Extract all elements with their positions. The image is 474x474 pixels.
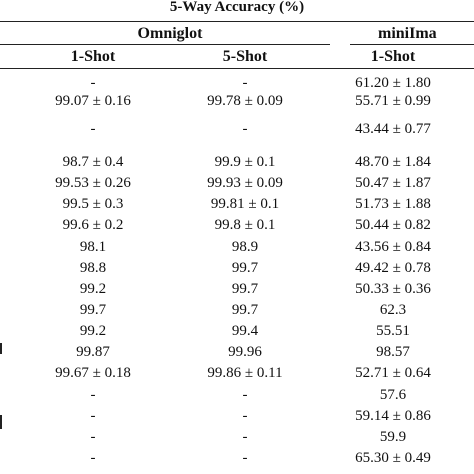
subheader-miniimagenet-1shot: 1-Shot <box>370 48 416 65</box>
cell-omniglot-5shot: 99.81 ± 0.1 <box>210 196 280 212</box>
header-rule <box>0 68 474 69</box>
cell-omniglot-1shot: - <box>90 75 96 91</box>
cell-omniglot-5shot: 99.7 <box>231 260 259 276</box>
subheader-omniglot-1shot: 1-Shot <box>70 48 116 65</box>
cell-miniimagenet-1shot: 61.20 ± 1.80 <box>355 75 431 91</box>
cell-omniglot-5shot: 99.78 ± 0.09 <box>207 93 283 109</box>
cell-omniglot-1shot: - <box>90 387 96 403</box>
cell-omniglot-5shot: 99.7 <box>231 302 259 318</box>
cell-miniimagenet-1shot: 48.70 ± 1.84 <box>355 154 431 170</box>
cell-omniglot-1shot: 99.2 <box>79 281 107 297</box>
group-rule-omniglot <box>0 44 330 45</box>
cell-omniglot-5shot: - <box>242 450 248 466</box>
cell-omniglot-1shot: - <box>90 450 96 466</box>
cell-miniimagenet-1shot: 65.30 ± 0.49 <box>355 450 431 466</box>
cell-miniimagenet-1shot: 59.14 ± 0.86 <box>355 408 431 424</box>
cell-omniglot-5shot: 99.9 ± 0.1 <box>214 154 276 170</box>
cell-omniglot-5shot: 98.9 <box>231 239 259 255</box>
cell-omniglot-1shot: - <box>90 408 96 424</box>
cell-omniglot-1shot: 98.8 <box>79 260 107 276</box>
cell-miniimagenet-1shot: 50.33 ± 0.36 <box>355 281 431 297</box>
cell-miniimagenet-1shot: 62.3 <box>379 302 407 318</box>
cell-miniimagenet-1shot: 98.57 <box>376 344 410 360</box>
cell-omniglot-5shot: 99.96 <box>228 344 262 360</box>
cell-miniimagenet-1shot: 57.6 <box>379 387 407 403</box>
group-header-miniimagenet: miniIma <box>378 25 437 42</box>
cell-miniimagenet-1shot: 50.44 ± 0.82 <box>355 217 431 233</box>
cell-omniglot-1shot: 99.6 ± 0.2 <box>62 217 124 233</box>
row-marker <box>0 343 2 354</box>
cell-omniglot-5shot: - <box>242 429 248 445</box>
cell-omniglot-5shot: - <box>242 75 248 91</box>
cell-miniimagenet-1shot: 55.51 <box>376 323 410 339</box>
cell-miniimagenet-1shot: 49.42 ± 0.78 <box>355 260 431 276</box>
cell-miniimagenet-1shot: 52.71 ± 0.64 <box>355 365 431 381</box>
cell-omniglot-5shot: 99.93 ± 0.09 <box>207 175 283 191</box>
cell-miniimagenet-1shot: 50.47 ± 1.87 <box>355 175 431 191</box>
cell-omniglot-5shot: 99.8 ± 0.1 <box>214 217 276 233</box>
cell-omniglot-1shot: 99.67 ± 0.18 <box>55 365 131 381</box>
cell-omniglot-5shot: 99.86 ± 0.11 <box>207 365 283 381</box>
cell-omniglot-1shot: - <box>90 121 96 137</box>
cell-omniglot-1shot: 99.07 ± 0.16 <box>55 93 131 109</box>
cell-omniglot-5shot: - <box>242 387 248 403</box>
table-title: 5-Way Accuracy (%) <box>169 0 305 14</box>
cell-omniglot-5shot: 99.4 <box>231 323 259 339</box>
cell-omniglot-5shot: - <box>242 408 248 424</box>
cell-miniimagenet-1shot: 51.73 ± 1.88 <box>355 196 431 212</box>
cell-omniglot-1shot: 99.2 <box>79 323 107 339</box>
group-rule-miniimagenet <box>350 44 474 45</box>
subheader-omniglot-5shot: 5-Shot <box>222 48 268 65</box>
cell-omniglot-1shot: 99.87 <box>76 344 110 360</box>
cell-omniglot-5shot: 99.7 <box>231 281 259 297</box>
cell-omniglot-1shot: - <box>90 429 96 445</box>
cell-miniimagenet-1shot: 43.44 ± 0.77 <box>355 121 431 137</box>
group-header-omniglot: Omniglot <box>137 25 203 42</box>
row-marker <box>0 415 2 429</box>
cell-omniglot-1shot: 99.5 ± 0.3 <box>62 196 124 212</box>
cell-miniimagenet-1shot: 55.71 ± 0.99 <box>355 93 431 109</box>
cell-miniimagenet-1shot: 59.9 <box>379 429 407 445</box>
cell-omniglot-1shot: 98.7 ± 0.4 <box>62 154 124 170</box>
cell-omniglot-1shot: 99.53 ± 0.26 <box>55 175 131 191</box>
title-rule <box>0 21 474 22</box>
cell-omniglot-5shot: - <box>242 121 248 137</box>
cell-miniimagenet-1shot: 43.56 ± 0.84 <box>355 239 431 255</box>
cell-omniglot-1shot: 99.7 <box>79 302 107 318</box>
cell-omniglot-1shot: 98.1 <box>79 239 107 255</box>
